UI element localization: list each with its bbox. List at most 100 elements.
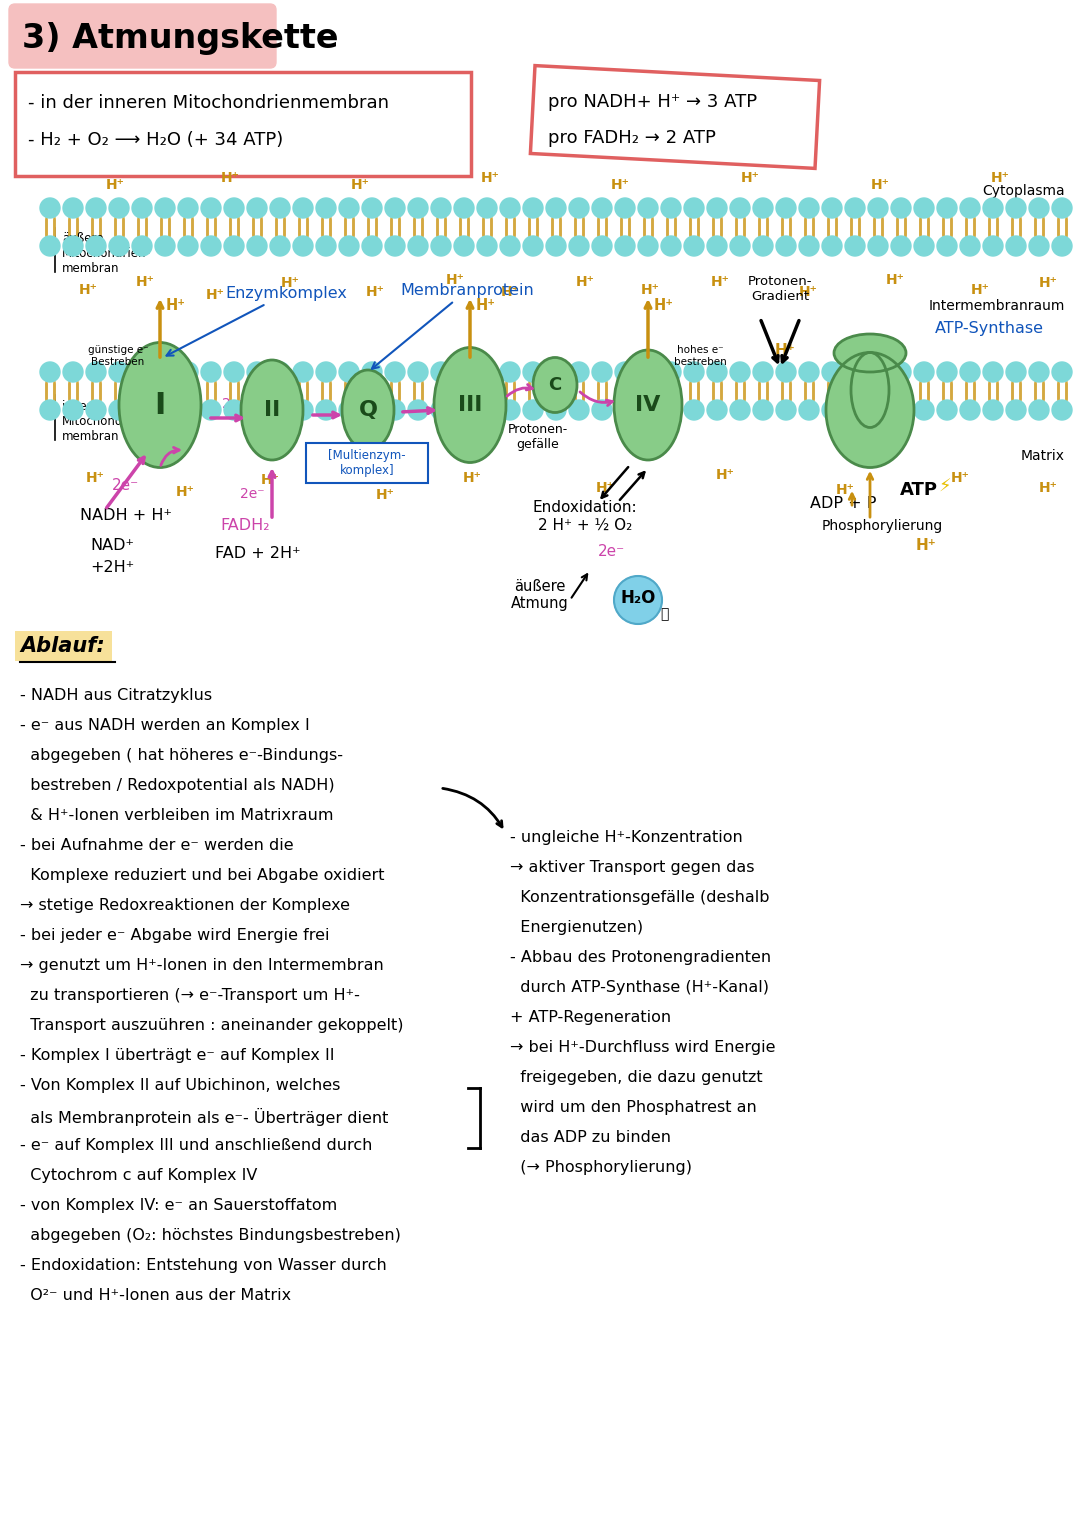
- Circle shape: [523, 237, 543, 257]
- Circle shape: [224, 199, 244, 218]
- Text: 💧: 💧: [660, 608, 669, 621]
- Circle shape: [178, 237, 198, 257]
- Text: - Abbau des Protonengradienten: - Abbau des Protonengradienten: [510, 950, 771, 965]
- Text: H⁺: H⁺: [106, 179, 124, 192]
- Text: Transport auszuühren : aneinander gekoppelt): Transport auszuühren : aneinander gekopp…: [21, 1019, 404, 1032]
- Circle shape: [638, 199, 658, 218]
- Text: - bei jeder e⁻ Abgabe wird Energie frei: - bei jeder e⁻ Abgabe wird Energie frei: [21, 928, 329, 944]
- Circle shape: [937, 362, 957, 382]
- Text: H⁺: H⁺: [775, 344, 796, 357]
- Circle shape: [891, 237, 912, 257]
- Circle shape: [983, 400, 1003, 420]
- Text: → stetige Redoxreaktionen der Komplexe: → stetige Redoxreaktionen der Komplexe: [21, 898, 350, 913]
- Text: Ablauf:: Ablauf:: [21, 637, 105, 657]
- Circle shape: [914, 237, 934, 257]
- Text: H⁺: H⁺: [220, 171, 240, 185]
- Text: (→ Phosphorylierung): (→ Phosphorylierung): [510, 1161, 692, 1174]
- Circle shape: [937, 199, 957, 218]
- Circle shape: [63, 400, 83, 420]
- Text: H⁺: H⁺: [351, 179, 369, 192]
- Ellipse shape: [241, 360, 303, 460]
- Text: - bei Aufnahme der e⁻ werden die: - bei Aufnahme der e⁻ werden die: [21, 838, 294, 854]
- Circle shape: [684, 362, 704, 382]
- Circle shape: [777, 237, 796, 257]
- Circle shape: [753, 400, 773, 420]
- Circle shape: [707, 362, 727, 382]
- Circle shape: [156, 400, 175, 420]
- Circle shape: [63, 362, 83, 382]
- Text: - NADH aus Citratzyklus: - NADH aus Citratzyklus: [21, 689, 212, 702]
- Text: ⚡: ⚡: [939, 478, 950, 496]
- Text: H⁺: H⁺: [85, 470, 105, 486]
- Circle shape: [178, 362, 198, 382]
- Circle shape: [316, 237, 336, 257]
- Circle shape: [1052, 400, 1072, 420]
- Circle shape: [132, 362, 152, 382]
- Circle shape: [270, 362, 291, 382]
- Circle shape: [384, 400, 405, 420]
- Circle shape: [523, 400, 543, 420]
- Circle shape: [247, 400, 267, 420]
- Text: NADH + H⁺: NADH + H⁺: [80, 508, 172, 524]
- Circle shape: [615, 362, 635, 382]
- Circle shape: [1052, 362, 1072, 382]
- Text: H⁺: H⁺: [916, 538, 936, 553]
- Text: als Membranprotein als e⁻- Überträger dient: als Membranprotein als e⁻- Überträger di…: [21, 1109, 389, 1125]
- Circle shape: [316, 400, 336, 420]
- Circle shape: [960, 199, 980, 218]
- Circle shape: [1005, 199, 1026, 218]
- Circle shape: [362, 400, 382, 420]
- Text: III: III: [458, 395, 482, 415]
- Circle shape: [40, 199, 60, 218]
- Circle shape: [684, 400, 704, 420]
- Circle shape: [799, 199, 819, 218]
- Circle shape: [384, 362, 405, 382]
- Text: 3) Atmungskette: 3) Atmungskette: [22, 21, 338, 55]
- Ellipse shape: [534, 357, 577, 412]
- Circle shape: [822, 199, 842, 218]
- Circle shape: [201, 362, 221, 382]
- Text: ATP-Synthase: ATP-Synthase: [935, 321, 1044, 336]
- Text: innere
Mitochondrien-
membran: innere Mitochondrien- membran: [62, 400, 151, 443]
- Circle shape: [960, 400, 980, 420]
- Text: äußere
Mitochondrien-
membran: äußere Mitochondrien- membran: [62, 232, 151, 275]
- Text: [Multienzym-
komplex]: [Multienzym- komplex]: [328, 449, 406, 476]
- Circle shape: [592, 400, 612, 420]
- Text: - Komplex I überträgt e⁻ auf Komplex II: - Komplex I überträgt e⁻ auf Komplex II: [21, 1048, 335, 1063]
- Circle shape: [615, 199, 635, 218]
- Circle shape: [477, 199, 497, 218]
- Circle shape: [224, 237, 244, 257]
- Text: Intermembranraum: Intermembranraum: [929, 299, 1065, 313]
- Circle shape: [109, 400, 129, 420]
- Circle shape: [63, 199, 83, 218]
- Circle shape: [1029, 237, 1049, 257]
- Circle shape: [891, 362, 912, 382]
- Circle shape: [109, 237, 129, 257]
- Circle shape: [523, 362, 543, 382]
- Circle shape: [109, 362, 129, 382]
- Circle shape: [156, 237, 175, 257]
- Circle shape: [454, 237, 474, 257]
- Text: I: I: [154, 391, 165, 420]
- Text: H⁺: H⁺: [836, 483, 854, 496]
- Circle shape: [63, 237, 83, 257]
- Circle shape: [500, 400, 519, 420]
- Text: günstige e⁻
Bestreben: günstige e⁻ Bestreben: [87, 345, 148, 366]
- Text: H⁺: H⁺: [446, 273, 464, 287]
- Text: - e⁻ auf Komplex III und anschließend durch: - e⁻ auf Komplex III und anschließend du…: [21, 1138, 373, 1153]
- Circle shape: [1005, 400, 1026, 420]
- Text: zu transportieren (→ e⁻-Transport um H⁺-: zu transportieren (→ e⁻-Transport um H⁺-: [21, 988, 360, 1003]
- Circle shape: [661, 362, 681, 382]
- Circle shape: [247, 237, 267, 257]
- Circle shape: [960, 237, 980, 257]
- Text: 2e⁻: 2e⁻: [222, 397, 246, 411]
- Text: H⁺: H⁺: [281, 276, 299, 290]
- Circle shape: [109, 199, 129, 218]
- Circle shape: [362, 362, 382, 382]
- Circle shape: [384, 199, 405, 218]
- Circle shape: [477, 400, 497, 420]
- Ellipse shape: [851, 353, 889, 428]
- Circle shape: [132, 400, 152, 420]
- Text: Q: Q: [359, 400, 378, 420]
- Circle shape: [431, 400, 451, 420]
